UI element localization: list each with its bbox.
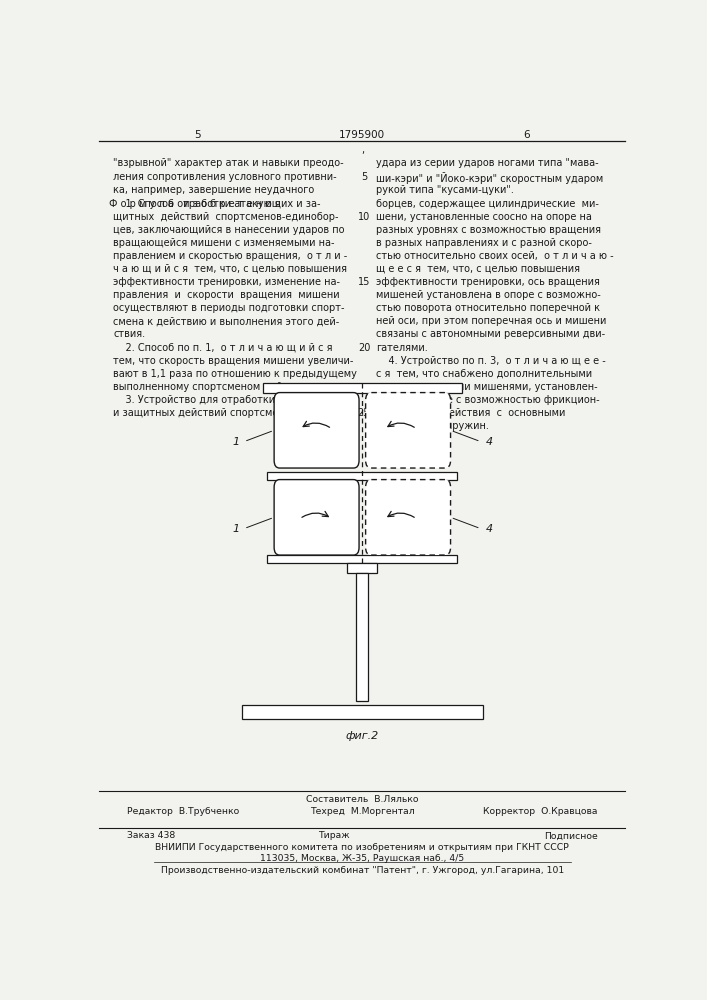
- FancyBboxPatch shape: [366, 480, 450, 555]
- Text: Редактор  В.Трубченко: Редактор В.Трубченко: [127, 807, 239, 816]
- Text: Заказ 438: Заказ 438: [127, 831, 175, 840]
- Text: Составитель  В.Лялько: Составитель В.Лялько: [306, 795, 419, 804]
- Text: 2. Способ по п. 1,  о т л и ч а ю щ и й с я: 2. Способ по п. 1, о т л и ч а ю щ и й с…: [113, 343, 332, 353]
- Text: цилиндрическими мишенями, установлен-: цилиндрическими мишенями, установлен-: [376, 382, 597, 392]
- Text: ления сопротивления условного противни-: ления сопротивления условного противни-: [113, 172, 337, 182]
- Text: 1: 1: [232, 524, 240, 534]
- Text: щ е е с я  тем, что, с целью повышения: щ е е с я тем, что, с целью повышения: [376, 264, 580, 274]
- Text: шени, установленные соосно на опоре на: шени, установленные соосно на опоре на: [376, 212, 592, 222]
- Text: ней оси, при этом поперечная ось и мишени: ней оси, при этом поперечная ось и мишен…: [376, 316, 607, 326]
- Text: эффективности тренировки, ось вращения: эффективности тренировки, ось вращения: [376, 277, 600, 287]
- Text: 3. Устройство для отработки атакующих: 3. Устройство для отработки атакующих: [113, 395, 337, 405]
- Text: 25: 25: [358, 408, 370, 418]
- Text: ч а ю щ и й с я  тем, что, с целью повышения: ч а ю щ и й с я тем, что, с целью повыше…: [113, 264, 347, 274]
- Text: 10: 10: [358, 212, 370, 222]
- FancyBboxPatch shape: [274, 393, 359, 468]
- Text: 6: 6: [523, 130, 530, 140]
- Text: 113035, Москва, Ж-35, Раушская наб., 4/5: 113035, Москва, Ж-35, Раушская наб., 4/5: [260, 854, 464, 863]
- Text: 5: 5: [361, 172, 367, 182]
- Text: связаны с автономными реверсивными дви-: связаны с автономными реверсивными дви-: [376, 329, 605, 339]
- Text: ка, например, завершение неудачного: ка, например, завершение неудачного: [113, 185, 315, 195]
- Text: 4: 4: [485, 524, 493, 534]
- Text: фиг.2: фиг.2: [346, 731, 379, 741]
- FancyBboxPatch shape: [366, 393, 450, 468]
- Text: вращающейся мишени с изменяемыми на-: вращающейся мишени с изменяемыми на-: [113, 238, 334, 248]
- Text: 4: 4: [485, 437, 493, 447]
- Text: 5: 5: [194, 130, 201, 140]
- Text: "взрывной" характер атак и навыки преодо-: "взрывной" характер атак и навыки преодо…: [113, 158, 344, 168]
- Text: стью поворота относительно поперечной к: стью поворота относительно поперечной к: [376, 303, 600, 313]
- Text: щитных  действий  спортсменов-единобор-: щитных действий спортсменов-единобор-: [113, 212, 339, 222]
- Text: эффективности тренировки, изменение на-: эффективности тренировки, изменение на-: [113, 277, 340, 287]
- Text: выполненному спортсменом действию.: выполненному спортсменом действию.: [113, 382, 317, 392]
- Text: удара из серии ударов ногами типа "мава-: удара из серии ударов ногами типа "мава-: [376, 158, 599, 168]
- Text: Тираж: Тираж: [319, 831, 350, 840]
- Text: рукой типа "кусами-цуки".: рукой типа "кусами-цуки".: [376, 185, 514, 195]
- Text: ВНИИПИ Государственного комитета по изобретениям и открытиям при ГКНТ СССР: ВНИИПИ Государственного комитета по изоб…: [156, 843, 569, 852]
- Bar: [263, 383, 462, 393]
- Text: ,: ,: [361, 145, 364, 155]
- Text: 1: 1: [232, 437, 240, 447]
- Text: борцев, содержащее цилиндрические  ми-: борцев, содержащее цилиндрические ми-: [376, 199, 599, 209]
- Text: Подписное: Подписное: [544, 831, 598, 840]
- Text: ными на опоре с возможностью фрикцион-: ными на опоре с возможностью фрикцион-: [376, 395, 600, 405]
- Text: цев, заключающийся в нанесении ударов по: цев, заключающийся в нанесении ударов по: [113, 225, 344, 235]
- Text: Ф о р м у л а   и з о б р е т е н и я: Ф о р м у л а и з о б р е т е н и я: [110, 199, 281, 209]
- Text: Производственно-издательский комбинат "Патент", г. Ужгород, ул.Гагарина, 101: Производственно-издательский комбинат "П…: [160, 866, 564, 875]
- Text: Техред  М.Моргентал: Техред М.Моргентал: [310, 807, 415, 816]
- Text: 20: 20: [358, 343, 370, 353]
- Bar: [356, 573, 368, 701]
- Bar: [267, 472, 457, 480]
- Text: 4. Устройство по п. 3,  о т л и ч а ю щ е е -: 4. Устройство по п. 3, о т л и ч а ю щ е…: [376, 356, 606, 366]
- Text: гателями.: гателями.: [376, 343, 428, 353]
- Text: в разных направлениях и с разной скоро-: в разных направлениях и с разной скоро-: [376, 238, 592, 248]
- Text: 1. Способ отработки атакующих и за-: 1. Способ отработки атакующих и за-: [113, 199, 320, 209]
- Text: и защитных действий спортсменов-едино-: и защитных действий спортсменов-едино-: [113, 408, 335, 418]
- Text: мишеней установлена в опоре с возможно-: мишеней установлена в опоре с возможно-: [376, 290, 601, 300]
- FancyBboxPatch shape: [274, 480, 359, 555]
- Text: посредством пружин.: посредством пружин.: [376, 421, 489, 431]
- Text: вают в 1,1 раза по отношению к предыдущему: вают в 1,1 раза по отношению к предыдуще…: [113, 369, 357, 379]
- Text: стью относительно своих осей,  о т л и ч а ю -: стью относительно своих осей, о т л и ч …: [376, 251, 614, 261]
- Text: 1795900: 1795900: [339, 130, 385, 140]
- Text: Корректор  О.Кравцова: Корректор О.Кравцова: [484, 807, 598, 816]
- Text: тем, что скорость вращения мишени увеличи-: тем, что скорость вращения мишени увелич…: [113, 356, 354, 366]
- Bar: [347, 563, 378, 573]
- Bar: [267, 555, 457, 563]
- Text: правлением и скоростью вращения,  о т л и -: правлением и скоростью вращения, о т л и…: [113, 251, 347, 261]
- Text: ного  взаимодействия  с  основными: ного взаимодействия с основными: [376, 408, 566, 418]
- Text: ши-кэри" и "Йоко-кэри" скоростным ударом: ши-кэри" и "Йоко-кэри" скоростным ударом: [376, 172, 603, 184]
- Bar: [242, 705, 483, 719]
- Text: разных уровнях с возможностью вращения: разных уровнях с возможностью вращения: [376, 225, 601, 235]
- Text: ствия.: ствия.: [113, 329, 145, 339]
- Text: смена к действию и выполнения этого дей-: смена к действию и выполнения этого дей-: [113, 316, 339, 326]
- Text: 15: 15: [358, 277, 370, 287]
- Text: правления  и  скорости  вращения  мишени: правления и скорости вращения мишени: [113, 290, 339, 300]
- Text: осуществляют в периоды подготовки спорт-: осуществляют в периоды подготовки спорт-: [113, 303, 344, 313]
- Text: с я  тем, что снабжено дополнительными: с я тем, что снабжено дополнительными: [376, 369, 592, 379]
